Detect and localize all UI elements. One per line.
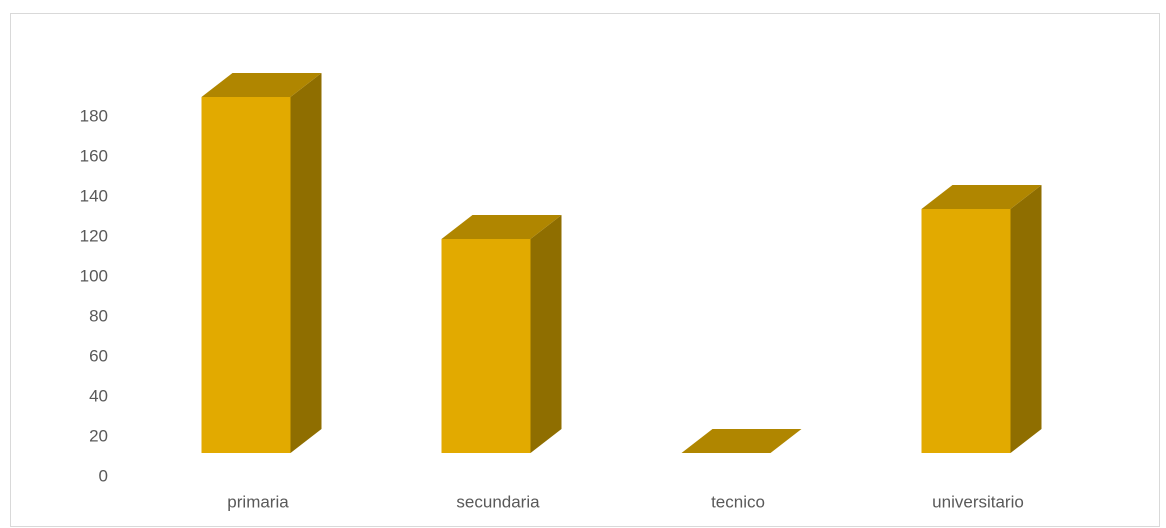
y-axis: 0 20 40 60 80 100 120 140 160 180 [80, 106, 108, 485]
x-axis: primaria secundaria tecnico universitario [227, 492, 1024, 511]
bar-side-face [290, 73, 322, 453]
x-category-label: secundaria [456, 492, 540, 511]
bars [201, 73, 1042, 453]
y-tick-label: 60 [89, 346, 108, 365]
bar-side-face [530, 215, 562, 453]
bar-front-face [921, 209, 1011, 453]
y-tick-label: 20 [89, 426, 108, 445]
y-tick-label: 80 [89, 306, 108, 325]
x-category-label: primaria [227, 492, 289, 511]
x-category-label: universitario [932, 492, 1024, 511]
bar-top-face [441, 215, 562, 239]
bar [681, 429, 802, 453]
y-tick-label: 160 [80, 146, 108, 165]
y-tick-label: 180 [80, 106, 108, 125]
y-tick-label: 0 [99, 466, 108, 485]
x-category-label: tecnico [711, 492, 765, 511]
bar-side-face [1010, 185, 1042, 453]
bar [441, 215, 562, 453]
y-tick-label: 40 [89, 386, 108, 405]
bar [921, 185, 1042, 453]
bar-front-face [441, 239, 531, 453]
bar-top-face [201, 73, 322, 97]
bar-top-face [921, 185, 1042, 209]
y-tick-label: 100 [80, 266, 108, 285]
y-tick-label: 120 [80, 226, 108, 245]
y-tick-label: 140 [80, 186, 108, 205]
bar-top-face [681, 429, 802, 453]
bar [201, 73, 322, 453]
bar-front-face [201, 97, 291, 453]
